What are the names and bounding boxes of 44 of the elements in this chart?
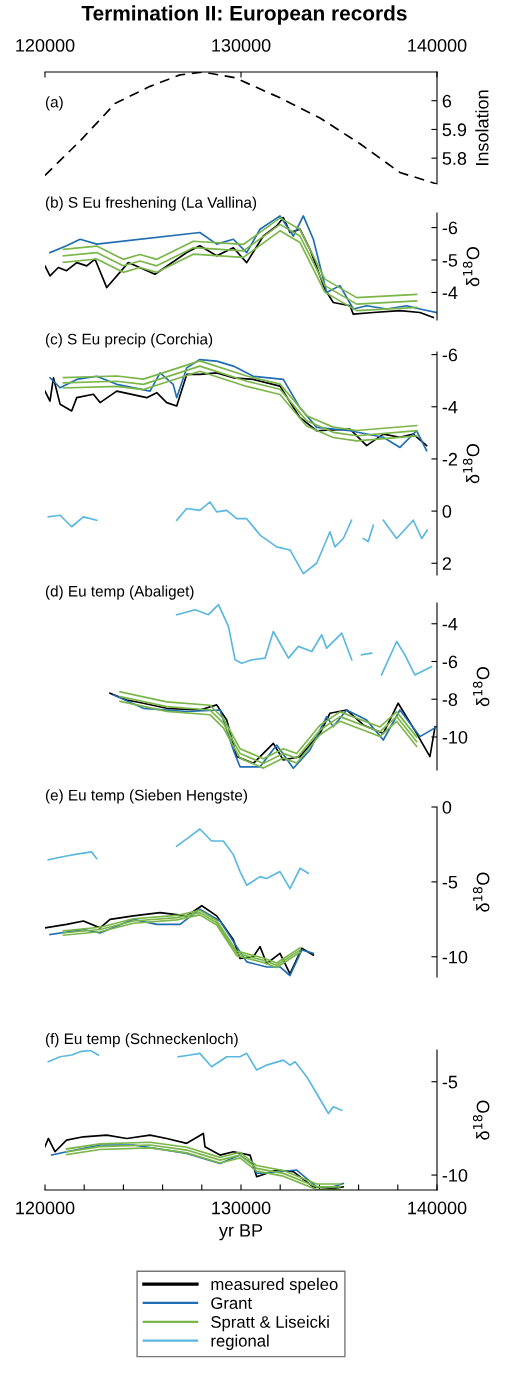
legend-label: Spratt & Liseicki <box>211 1315 329 1332</box>
x-tick-label: 140000 <box>408 38 467 52</box>
y-tick-label: -5 <box>442 876 458 889</box>
y-tick-label: -6 <box>442 655 458 669</box>
y-axis-title: δ$^{18}$O <box>472 872 490 912</box>
y-tick-label: 5.9 <box>442 123 467 137</box>
chart-title: (e) Eu temp (Sieben Hengste) <box>45 789 247 804</box>
y-tick-label: 2 <box>442 557 451 570</box>
y-axis-title: δ$^{18}$O <box>472 1100 490 1140</box>
y-tick-label: -6 <box>442 348 458 362</box>
y-tick-label: -4 <box>442 286 458 299</box>
y-tick-label: -5 <box>442 254 458 267</box>
y-tick-label: 0 <box>442 505 452 518</box>
y-tick-label: 6 <box>442 94 452 108</box>
chart-title: Termination II: European records <box>81 5 407 25</box>
chart-title: (b) S Eu freshening (La Vallina) <box>45 196 257 211</box>
text: (a) <box>45 96 63 111</box>
y-tick-label: -2 <box>442 452 458 466</box>
legend-label: regional <box>211 1334 269 1351</box>
y-axis-title: Insolation <box>475 90 489 165</box>
y-tick-label: -10 <box>442 950 468 964</box>
chart-title: (f) Eu temp (Schneckenloch) <box>45 1032 238 1048</box>
legend-label: Grant <box>211 1297 252 1309</box>
y-tick-label: -4 <box>442 400 458 414</box>
y-tick-label: 5.8 <box>442 152 467 165</box>
y-tick-label: -10 <box>442 730 468 744</box>
y-axis-title: δ$^{18}$O <box>462 247 480 287</box>
y-axis-title: δ$^{18}$O <box>462 444 480 484</box>
y-tick-label: -5 <box>442 1075 458 1089</box>
y-tick-label: 0 <box>442 800 452 814</box>
y-tick-label: -6 <box>442 221 458 235</box>
legend-label: measured speleo <box>211 1277 338 1294</box>
y-tick-label: -10 <box>442 1169 468 1182</box>
x-tick-label: 130000 <box>212 38 271 52</box>
x-tick-label: 120000 <box>16 38 75 52</box>
x-tick-label: 120000 <box>16 1201 75 1215</box>
chart-title: (c) S Eu precip (Corchia) <box>45 333 213 348</box>
x-tick-label: 130000 <box>212 1201 271 1215</box>
x-tick-label: 140000 <box>408 1201 467 1215</box>
y-axis-title: δ$^{18}$O <box>472 667 490 707</box>
x-axis-title: yr BP <box>218 1224 263 1241</box>
y-tick-label: -8 <box>442 693 458 706</box>
chart-title: (d) Eu temp (Abaliget) <box>45 585 194 600</box>
y-tick-label: -4 <box>442 617 458 631</box>
